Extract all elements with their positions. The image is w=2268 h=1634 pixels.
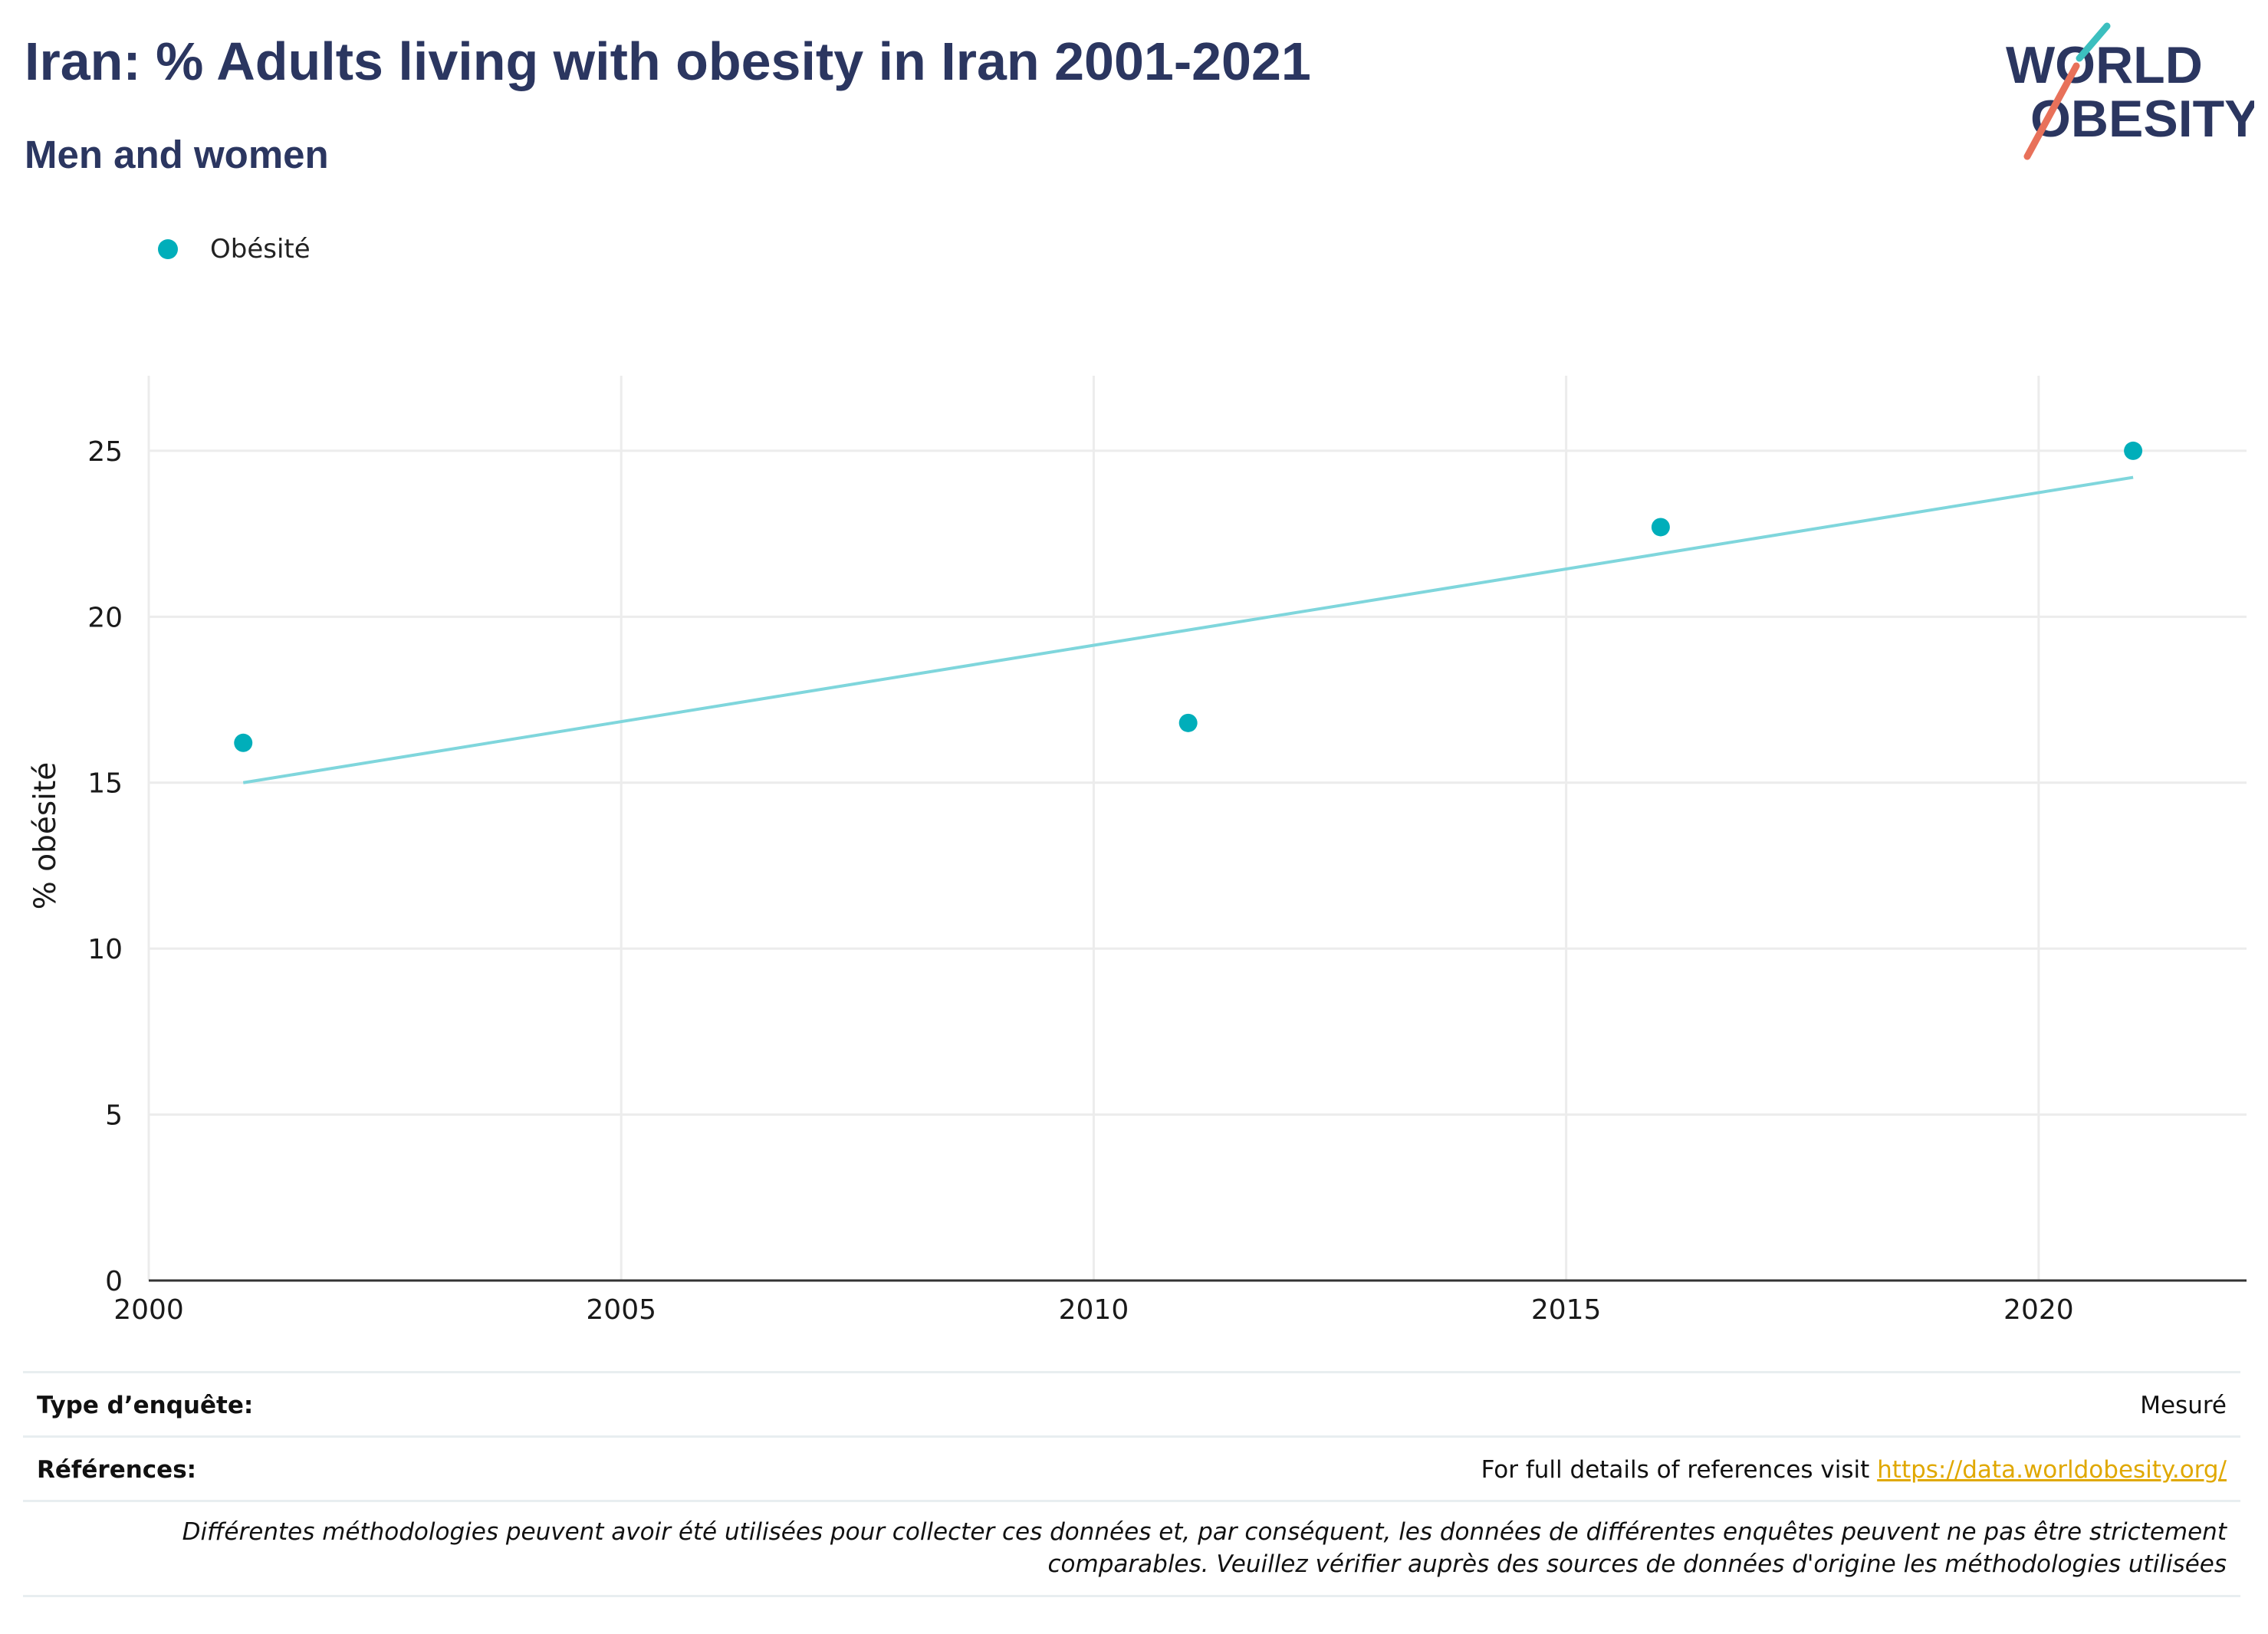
data-points bbox=[234, 441, 2143, 752]
x-tick-label: 2005 bbox=[586, 1294, 656, 1326]
world-obesity-logo: WORLD OBESITY bbox=[2006, 22, 2254, 160]
y-tick-label: 15 bbox=[87, 768, 123, 800]
survey-type-row: Type d’enquête: Mesuré bbox=[23, 1371, 2240, 1438]
references-label: Références: bbox=[37, 1456, 197, 1484]
data-point bbox=[1651, 518, 1670, 537]
trend-line bbox=[242, 475, 2134, 784]
x-tick-label: 2000 bbox=[113, 1294, 184, 1326]
data-point bbox=[234, 733, 253, 752]
grid-lines bbox=[147, 376, 2247, 1281]
bottom-rule bbox=[23, 1595, 2240, 1597]
note-line-2: comparables. Veuillez vérifier auprès de… bbox=[1047, 1550, 2227, 1578]
y-tick-label: 25 bbox=[87, 436, 123, 468]
methodology-note: Différentes méthodologies peuvent avoir … bbox=[23, 1500, 2240, 1593]
chart-legend: Obésité bbox=[158, 230, 311, 268]
x-tick-label: 2010 bbox=[1059, 1294, 1129, 1326]
y-axis: 0 5 10 15 20 25 bbox=[87, 436, 123, 1297]
legend-marker bbox=[158, 239, 178, 259]
logo-line1: WORLD bbox=[2006, 36, 2203, 94]
legend-label: Obésité bbox=[210, 234, 311, 265]
logo-line2: OBESITY bbox=[2030, 90, 2254, 148]
references-text: For full details of references visit bbox=[1481, 1456, 1878, 1484]
survey-type-value: Mesuré bbox=[2140, 1392, 2227, 1419]
logo-slash-teal bbox=[2076, 22, 2111, 62]
data-point bbox=[2124, 441, 2143, 460]
references-value: For full details of references visit htt… bbox=[1481, 1456, 2227, 1484]
references-link[interactable]: https://data.worldobesity.org/ bbox=[1877, 1456, 2227, 1484]
note-line-1: Différentes méthodologies peuvent avoir … bbox=[182, 1518, 2227, 1546]
trend-layer bbox=[242, 475, 2134, 784]
chart-title: Iran: % Adults living with obesity in Ir… bbox=[25, 31, 1311, 91]
x-axis: 2000 2005 2010 2015 2020 bbox=[113, 1279, 2247, 1326]
references-row: Références: For full details of referenc… bbox=[23, 1435, 2240, 1502]
y-tick-label: 5 bbox=[105, 1100, 123, 1132]
obesity-chart: 2000 2005 2010 2015 2020 0 5 10 15 20 25 % obésit… bbox=[28, 376, 2247, 1326]
x-tick-label: 2020 bbox=[2003, 1294, 2074, 1326]
x-tick-label: 2015 bbox=[1531, 1294, 1602, 1326]
logo-slash-coral bbox=[2023, 62, 2080, 160]
y-axis-label: % obésité bbox=[28, 762, 63, 910]
y-tick-label: 0 bbox=[105, 1266, 123, 1297]
survey-type-label: Type d’enquête: bbox=[37, 1392, 254, 1419]
chart-subtitle: Men and women bbox=[25, 133, 329, 176]
data-point bbox=[1178, 713, 1198, 732]
y-tick-label: 20 bbox=[87, 602, 123, 633]
y-tick-label: 10 bbox=[87, 934, 123, 965]
